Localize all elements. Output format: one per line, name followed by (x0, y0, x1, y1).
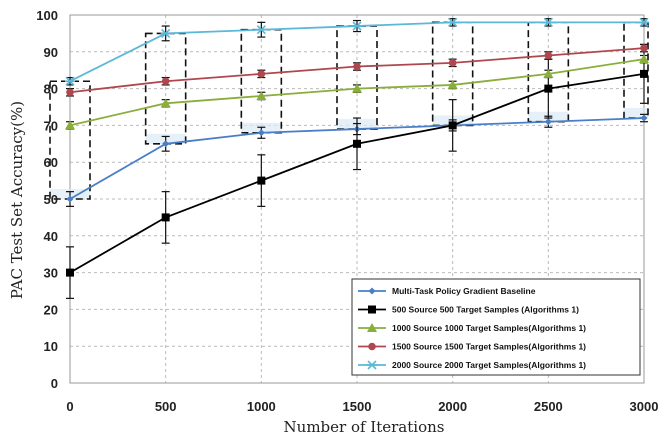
x-tick-label: 1000 (247, 399, 276, 414)
y-tick-label: 30 (44, 266, 58, 281)
data-point (447, 79, 458, 89)
comparison-box (431, 21, 474, 127)
data-point (544, 118, 552, 126)
legend-label: 1500 Source 1500 Target Samples(Algorith… (392, 342, 586, 352)
x-tick-label: 1500 (343, 399, 372, 414)
x-tick-label: 2000 (438, 399, 467, 414)
legend-marker (367, 323, 377, 332)
legend-box (351, 278, 641, 376)
data-point-stroke (352, 21, 362, 31)
data-point-stroke (543, 17, 553, 27)
data-point (66, 88, 74, 97)
y-tick-label: 100 (36, 8, 58, 23)
series-3 (65, 54, 649, 130)
legend-label: 1000 Source 1000 Target Samples(Algorith… (392, 323, 586, 333)
data-point (448, 59, 457, 67)
data-point (161, 213, 170, 222)
legend-marker-stroke (367, 360, 377, 370)
data-point (640, 69, 648, 78)
x-tick-label: 500 (155, 399, 177, 414)
data-point (65, 76, 75, 86)
series-1 (66, 113, 648, 207)
x-tick-label: 3000 (630, 399, 659, 414)
data-point (543, 17, 554, 27)
data-point (257, 129, 265, 137)
y-tick-label: 60 (44, 155, 58, 170)
data-point (544, 51, 553, 60)
series-4 (66, 43, 648, 97)
data-point-stroke (256, 25, 266, 35)
data-point (257, 176, 266, 185)
data-point (162, 140, 170, 148)
y-tick-label: 80 (44, 82, 58, 97)
box-shade (624, 108, 648, 119)
data-point (353, 139, 361, 148)
data-point (66, 268, 74, 277)
comparison-boxes (49, 21, 649, 200)
legend-label: 2000 Source 2000 Target Samples(Algorith… (392, 360, 586, 370)
data-point-stroke (65, 76, 75, 86)
y-tick-label: 0 (51, 376, 58, 391)
data-point (543, 68, 554, 78)
y-tick-label: 50 (44, 192, 58, 207)
legend-marker (368, 305, 376, 314)
y-tick-label: 70 (44, 118, 58, 133)
legend: Multi-Task Policy Gradient Baseline 500 S… (351, 278, 641, 376)
data-point (640, 44, 648, 52)
y-tick-label: 10 (44, 339, 58, 354)
series-layer (65, 17, 649, 299)
comparison-box (240, 28, 283, 134)
legend-marker (368, 342, 376, 351)
x-tick-label: 0 (66, 399, 73, 414)
data-point (160, 28, 171, 38)
comparison-box (336, 25, 378, 130)
x-tick-label: 2500 (534, 399, 563, 414)
series-2 (66, 43, 648, 299)
data-point (66, 195, 74, 203)
series-5 (65, 17, 649, 86)
y-tick-label: 20 (44, 302, 58, 317)
data-point (161, 77, 170, 86)
data-point (448, 121, 457, 130)
data-point (257, 70, 266, 78)
x-axis-title: Number of Iterations (284, 418, 445, 436)
legend-marker (367, 360, 377, 370)
data-point (640, 114, 648, 122)
data-point (256, 90, 267, 100)
data-point-stroke (639, 17, 649, 27)
data-point-stroke (161, 28, 171, 38)
legend-label: Multi-Task Policy Gradient Baseline (392, 286, 536, 296)
y-axis-title: PAC Test Set Accuracy(%) (8, 101, 26, 299)
data-point (352, 21, 362, 31)
data-point-stroke (448, 17, 458, 27)
data-point (447, 17, 458, 27)
data-point (544, 84, 553, 93)
legend-marker (368, 287, 376, 295)
data-point (65, 120, 75, 130)
data-point (639, 17, 649, 27)
data-point (352, 83, 362, 93)
legend-label: 500 Source 500 Target Samples (Algorithm… (392, 305, 579, 315)
y-tick-label: 40 (44, 229, 58, 244)
data-point (160, 98, 171, 108)
data-point (353, 62, 361, 71)
data-point (639, 54, 649, 64)
y-tick-label: 90 (44, 45, 58, 60)
data-point (256, 25, 267, 35)
